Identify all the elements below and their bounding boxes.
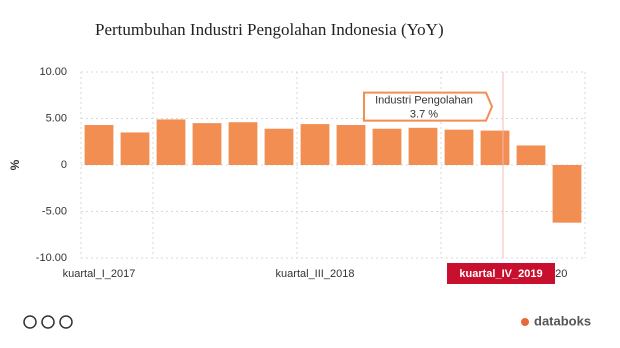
tooltip-box: [363, 91, 494, 122]
bar: [516, 145, 546, 165]
bar: [264, 128, 294, 165]
bar: [228, 122, 258, 165]
highlight-label-bg: [447, 263, 555, 284]
highlight-label: kuartal_IV_2019: [459, 268, 542, 280]
y-axis-label: %: [8, 159, 22, 170]
y-tick-label: 0: [61, 159, 67, 171]
bar: [300, 124, 330, 165]
x-tick-label: kuartal_I_2017: [63, 268, 136, 280]
brand: databoks: [534, 313, 591, 328]
bar: [192, 123, 222, 165]
tooltip-value: 3.7 %: [410, 108, 438, 120]
bar: [372, 128, 402, 165]
license-icons: [23, 315, 73, 329]
y-tick-label: 10.00: [39, 66, 67, 78]
brand-logo: databoks: [521, 313, 591, 328]
y-tick-label: -5.00: [42, 205, 67, 217]
y-tick-label: 5.00: [46, 112, 67, 124]
bar: [480, 130, 510, 165]
bar: [552, 165, 582, 223]
bar: [84, 125, 114, 165]
tooltip-title: Industri Pengolahan: [375, 94, 473, 106]
x-tick-label: kuartal_III_2018: [276, 268, 355, 280]
bar: [336, 125, 366, 165]
bar: [408, 127, 438, 165]
y-tick-label: -10.00: [36, 252, 67, 264]
tooltip: Industri Pengolahan 3.7 %: [363, 91, 494, 122]
bar: [444, 129, 474, 165]
chart-title: Pertumbuhan Industri Pengolahan Indonesi…: [95, 20, 444, 39]
bar: [156, 119, 186, 165]
bar: [120, 132, 150, 165]
